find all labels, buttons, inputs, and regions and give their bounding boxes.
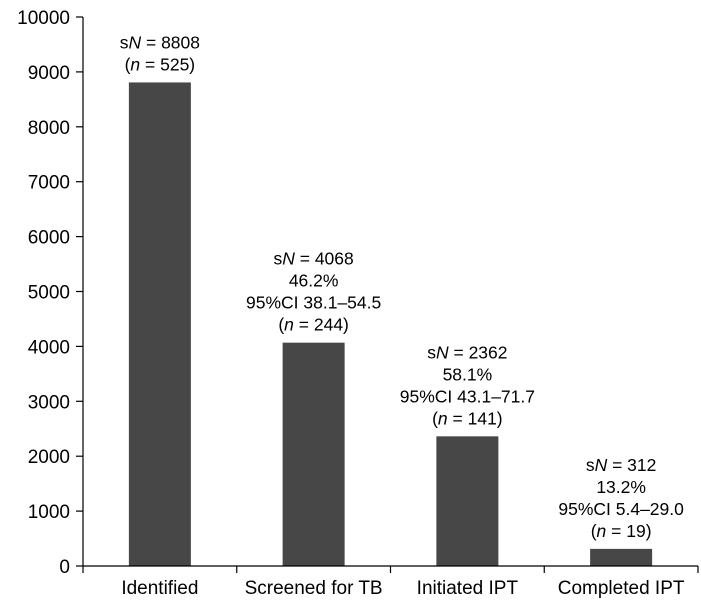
x-category-label: Identified bbox=[121, 578, 198, 599]
annotation-line: sN = 4068 bbox=[273, 249, 353, 269]
annotation-line: sN = 312 bbox=[586, 455, 657, 475]
annotation-line: 95%CI 5.4–29.0 bbox=[558, 499, 684, 519]
bar-initiated-ipt bbox=[436, 436, 499, 566]
bar-annotation: sN = 2362 58.1% 95%CI 43.1–71.7 (n = 141) bbox=[400, 342, 535, 428]
y-tick-label: 1000 bbox=[28, 502, 70, 523]
axes bbox=[82, 17, 699, 573]
bars bbox=[128, 82, 653, 567]
bar-annotations: sN = 8808 (n = 525) sN = 4068 46.2% 95%CI 38… bbox=[120, 32, 684, 540]
x-category-label: Completed IPT bbox=[558, 578, 685, 599]
bar-identified bbox=[128, 82, 191, 567]
bar-annotation: sN = 312 13.2% 95%CI 5.4–29.0 (n = 19) bbox=[558, 455, 684, 541]
x-category-label: Initiated IPT bbox=[417, 578, 519, 599]
bar-annotation: sN = 4068 46.2% 95%CI 38.1–54.5 (n = 244) bbox=[246, 249, 381, 335]
annotation-line: sN = 2362 bbox=[427, 342, 507, 362]
y-axis-ticks: 0 1000 2000 3000 4000 5000 6000 7000 8000 9000 100… bbox=[17, 8, 83, 578]
x-category-label: Screened for TB bbox=[245, 578, 383, 599]
y-tick-label: 3000 bbox=[28, 392, 70, 413]
annotation-line: sN = 8808 bbox=[120, 32, 200, 52]
y-tick-label: 4000 bbox=[28, 337, 70, 358]
annotation-line: 46.2% bbox=[289, 271, 339, 291]
y-tick-label: 0 bbox=[59, 557, 70, 578]
y-tick-label: 2000 bbox=[28, 447, 70, 468]
y-tick-label: 6000 bbox=[28, 228, 70, 249]
bar-annotation: sN = 8808 (n = 525) bbox=[120, 32, 200, 74]
annotation-line: (n = 19) bbox=[591, 521, 652, 541]
annotation-line: 95%CI 43.1–71.7 bbox=[400, 386, 535, 406]
bar-screened-for-tb bbox=[282, 342, 345, 566]
annotation-line: (n = 244) bbox=[278, 315, 349, 335]
y-tick-label: 9000 bbox=[28, 63, 70, 84]
y-tick-label: 7000 bbox=[28, 173, 70, 194]
bar-completed-ipt bbox=[590, 548, 653, 566]
annotation-line: 95%CI 38.1–54.5 bbox=[246, 293, 381, 313]
annotation-line: 13.2% bbox=[596, 477, 646, 497]
y-tick-label: 5000 bbox=[28, 283, 70, 304]
annotation-line: (n = 525) bbox=[125, 54, 196, 74]
annotation-line: (n = 141) bbox=[432, 408, 503, 428]
y-tick-label: 8000 bbox=[28, 118, 70, 139]
y-tick-label: 10000 bbox=[17, 8, 70, 29]
x-axis-labels: Identified Screened for TB Initiated IPT Co… bbox=[121, 578, 685, 599]
annotation-line: 58.1% bbox=[443, 364, 493, 384]
